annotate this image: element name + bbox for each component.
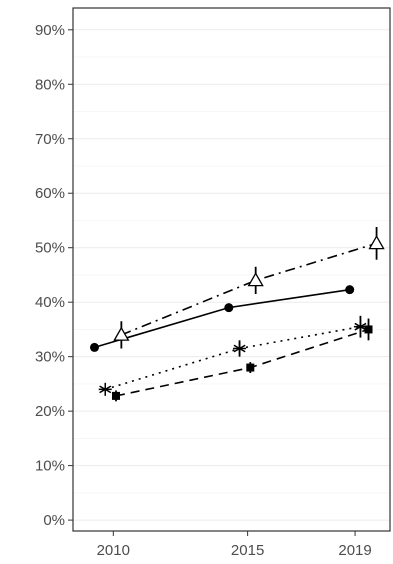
y-tick-label: 70% [35,131,65,148]
x-tick-label: 2010 [97,542,130,559]
data-point [364,325,373,334]
series-3 [98,315,367,396]
data-point [111,391,120,400]
y-tick-label: 10% [35,458,65,475]
data-point [246,363,255,372]
x-tick-label: 2015 [231,542,264,559]
y-tick-label: 90% [35,22,65,39]
data-point [233,341,247,355]
y-tick-label: 30% [35,349,65,366]
y-tick-label: 20% [35,403,65,420]
tick-labels: 0% 10% 20% 30% 40% 50% 60% 70% 80% 90% 2010 2015 201… [35,22,372,559]
y-tick-label: 0% [43,512,65,529]
series-line [121,242,377,336]
data-point [368,235,385,250]
data-point [353,320,367,334]
series-2 [113,227,385,349]
y-tick-label: 60% [35,185,65,202]
y-tick-label: 50% [35,240,65,257]
data-point [89,342,99,352]
data-point [224,303,234,313]
data-point [98,382,112,396]
series-1 [89,285,355,352]
x-tick-label: 2019 [338,542,371,559]
series-4 [111,318,373,402]
axes [68,7,391,536]
series-layer [89,227,385,402]
plot-panel [73,8,390,531]
y-tick-label: 40% [35,294,65,311]
grid-lines [73,8,390,531]
y-tick-label: 80% [35,76,65,93]
panel-border [72,7,391,532]
data-point [113,326,130,341]
data-point [345,285,355,295]
data-point [247,272,264,287]
